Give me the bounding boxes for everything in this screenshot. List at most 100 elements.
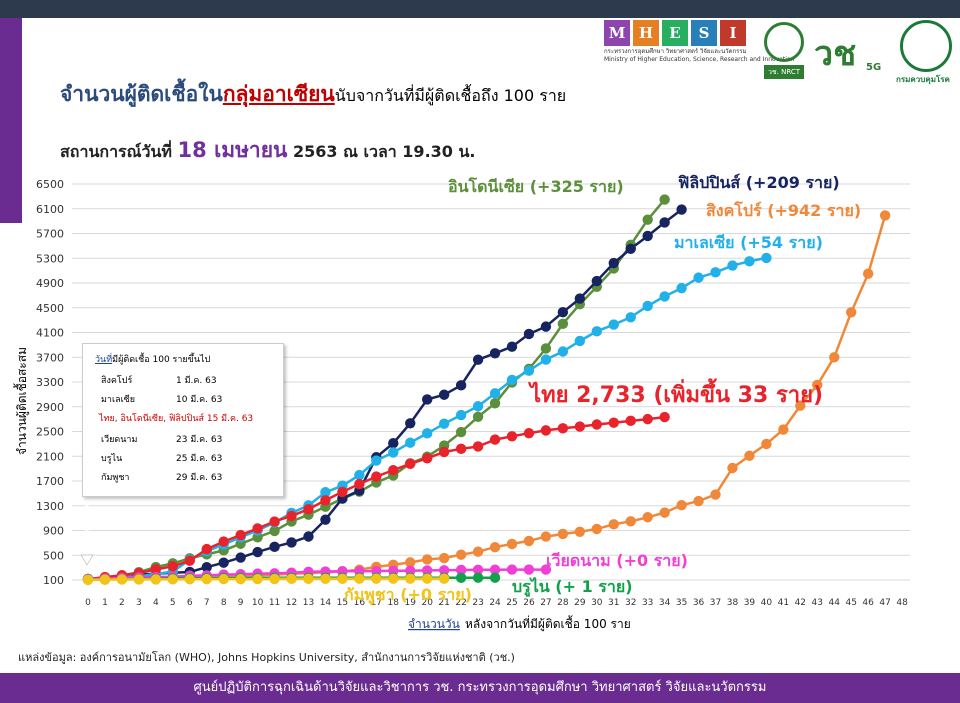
data-point — [218, 573, 229, 585]
data-point — [574, 526, 586, 537]
x-tick-label: 35 — [676, 598, 687, 608]
data-point — [99, 574, 111, 585]
data-point — [201, 543, 212, 555]
mhesi-caption: กระทรวงการอุดมศึกษา วิทยาศาสตร์ วิจัยและ… — [604, 48, 794, 64]
data-point — [744, 256, 755, 267]
data-point — [337, 486, 348, 498]
data-point — [489, 434, 501, 445]
data-point — [320, 495, 331, 506]
data-point — [150, 574, 162, 585]
y-tick-label: 3700 — [36, 351, 64, 364]
data-point — [371, 455, 382, 466]
x-tick-label: 20 — [421, 598, 433, 608]
data-point — [252, 546, 263, 558]
x-tick-label: 41 — [778, 598, 789, 608]
data-point — [761, 252, 772, 264]
x-tick-label: 31 — [608, 598, 619, 608]
data-point — [455, 443, 467, 455]
data-point — [455, 572, 467, 583]
data-point — [608, 257, 619, 269]
x-tick-label: 14 — [320, 598, 332, 608]
series-line — [87, 577, 445, 582]
vch-5g-logo: วช — [814, 34, 857, 74]
page-title: จำนวนผู้ติดเชื้อในกลุ่มอาเซียนนับจากวันท… — [60, 78, 566, 111]
data-point — [269, 573, 280, 585]
data-point — [455, 426, 467, 438]
data-point — [354, 478, 365, 490]
data-point — [727, 462, 738, 474]
data-point — [676, 499, 687, 511]
data-point — [388, 573, 399, 584]
data-point — [388, 464, 399, 476]
x-tick-label: 44 — [829, 598, 841, 608]
data-point — [557, 307, 569, 318]
data-point — [252, 523, 263, 534]
data-point — [472, 572, 484, 583]
data-point — [489, 564, 501, 575]
x-tick-label: 46 — [862, 598, 874, 608]
data-point — [320, 487, 331, 498]
data-point — [405, 573, 416, 584]
data-point — [523, 365, 535, 376]
x-tick-label: 40 — [761, 598, 773, 608]
data-point — [320, 514, 331, 525]
data-point — [676, 282, 687, 294]
inset-date: 23 มี.ค. 63 — [176, 435, 223, 445]
first-100-cases-inset: วันที่มีผู้ติดเชื้อ 100 รายขึ้นไป สิงคโป… — [82, 343, 284, 497]
x-tick-label: 13 — [303, 598, 314, 608]
data-point — [489, 388, 501, 399]
data-point — [455, 549, 467, 560]
y-axis-label: จำนวนผู้ติดเชื้อสะสม — [13, 347, 30, 455]
top-bar — [0, 0, 960, 18]
x-tick-label: 16 — [354, 598, 366, 608]
x-axis-ticks: 0 1 2 3 4 5 6 7 8 9 10 11 12 13 14 15 16 17 18 19 20 21 22 23 24… — [85, 598, 908, 608]
x-tick-label: 15 — [337, 598, 348, 608]
data-point — [625, 415, 636, 427]
data-point — [506, 341, 518, 352]
inset-country: กัมพูชา — [101, 473, 130, 483]
data-point — [218, 557, 229, 568]
x-tick-label: 28 — [557, 598, 569, 608]
data-point — [506, 564, 518, 575]
mhesi-caption-en: Ministry of Higher Education, Science, R… — [604, 56, 795, 63]
x-tick-label: 4 — [153, 598, 159, 608]
data-point — [422, 428, 433, 439]
mhesi-letter: E — [662, 20, 688, 46]
data-point — [693, 272, 704, 283]
data-point — [303, 531, 314, 542]
data-point — [710, 267, 721, 278]
data-point — [523, 564, 535, 575]
inset-date: 25 มี.ค. 63 — [176, 454, 223, 464]
y-tick-label: 2900 — [36, 401, 64, 414]
data-point — [540, 564, 552, 575]
data-point — [540, 321, 552, 332]
mhesi-letter: M — [604, 20, 630, 46]
data-point — [269, 525, 280, 537]
y-tick-label: 6100 — [36, 203, 64, 216]
data-point — [405, 437, 416, 448]
data-point — [405, 418, 416, 429]
data-point — [455, 380, 467, 391]
data-point — [405, 458, 416, 469]
x-tick-label: 26 — [523, 598, 535, 608]
x-tick-label: 0 — [85, 598, 91, 608]
data-point — [354, 469, 365, 481]
inset-date: 15 มี.ค. 63 — [206, 414, 254, 424]
data-point — [167, 561, 178, 572]
data-point — [337, 573, 348, 584]
inset-country: มาเลเซีย — [101, 395, 136, 405]
data-point — [676, 204, 687, 215]
data-point — [642, 413, 653, 425]
y-tick-label: 1300 — [36, 500, 64, 513]
data-point — [591, 275, 602, 287]
data-point — [761, 438, 772, 450]
y-tick-label: 1700 — [36, 475, 64, 488]
data-point — [286, 537, 297, 548]
data-point — [320, 573, 331, 584]
data-point — [625, 243, 636, 254]
x-tick-label: 45 — [845, 598, 856, 608]
series-line — [87, 568, 546, 581]
data-point — [472, 564, 484, 575]
